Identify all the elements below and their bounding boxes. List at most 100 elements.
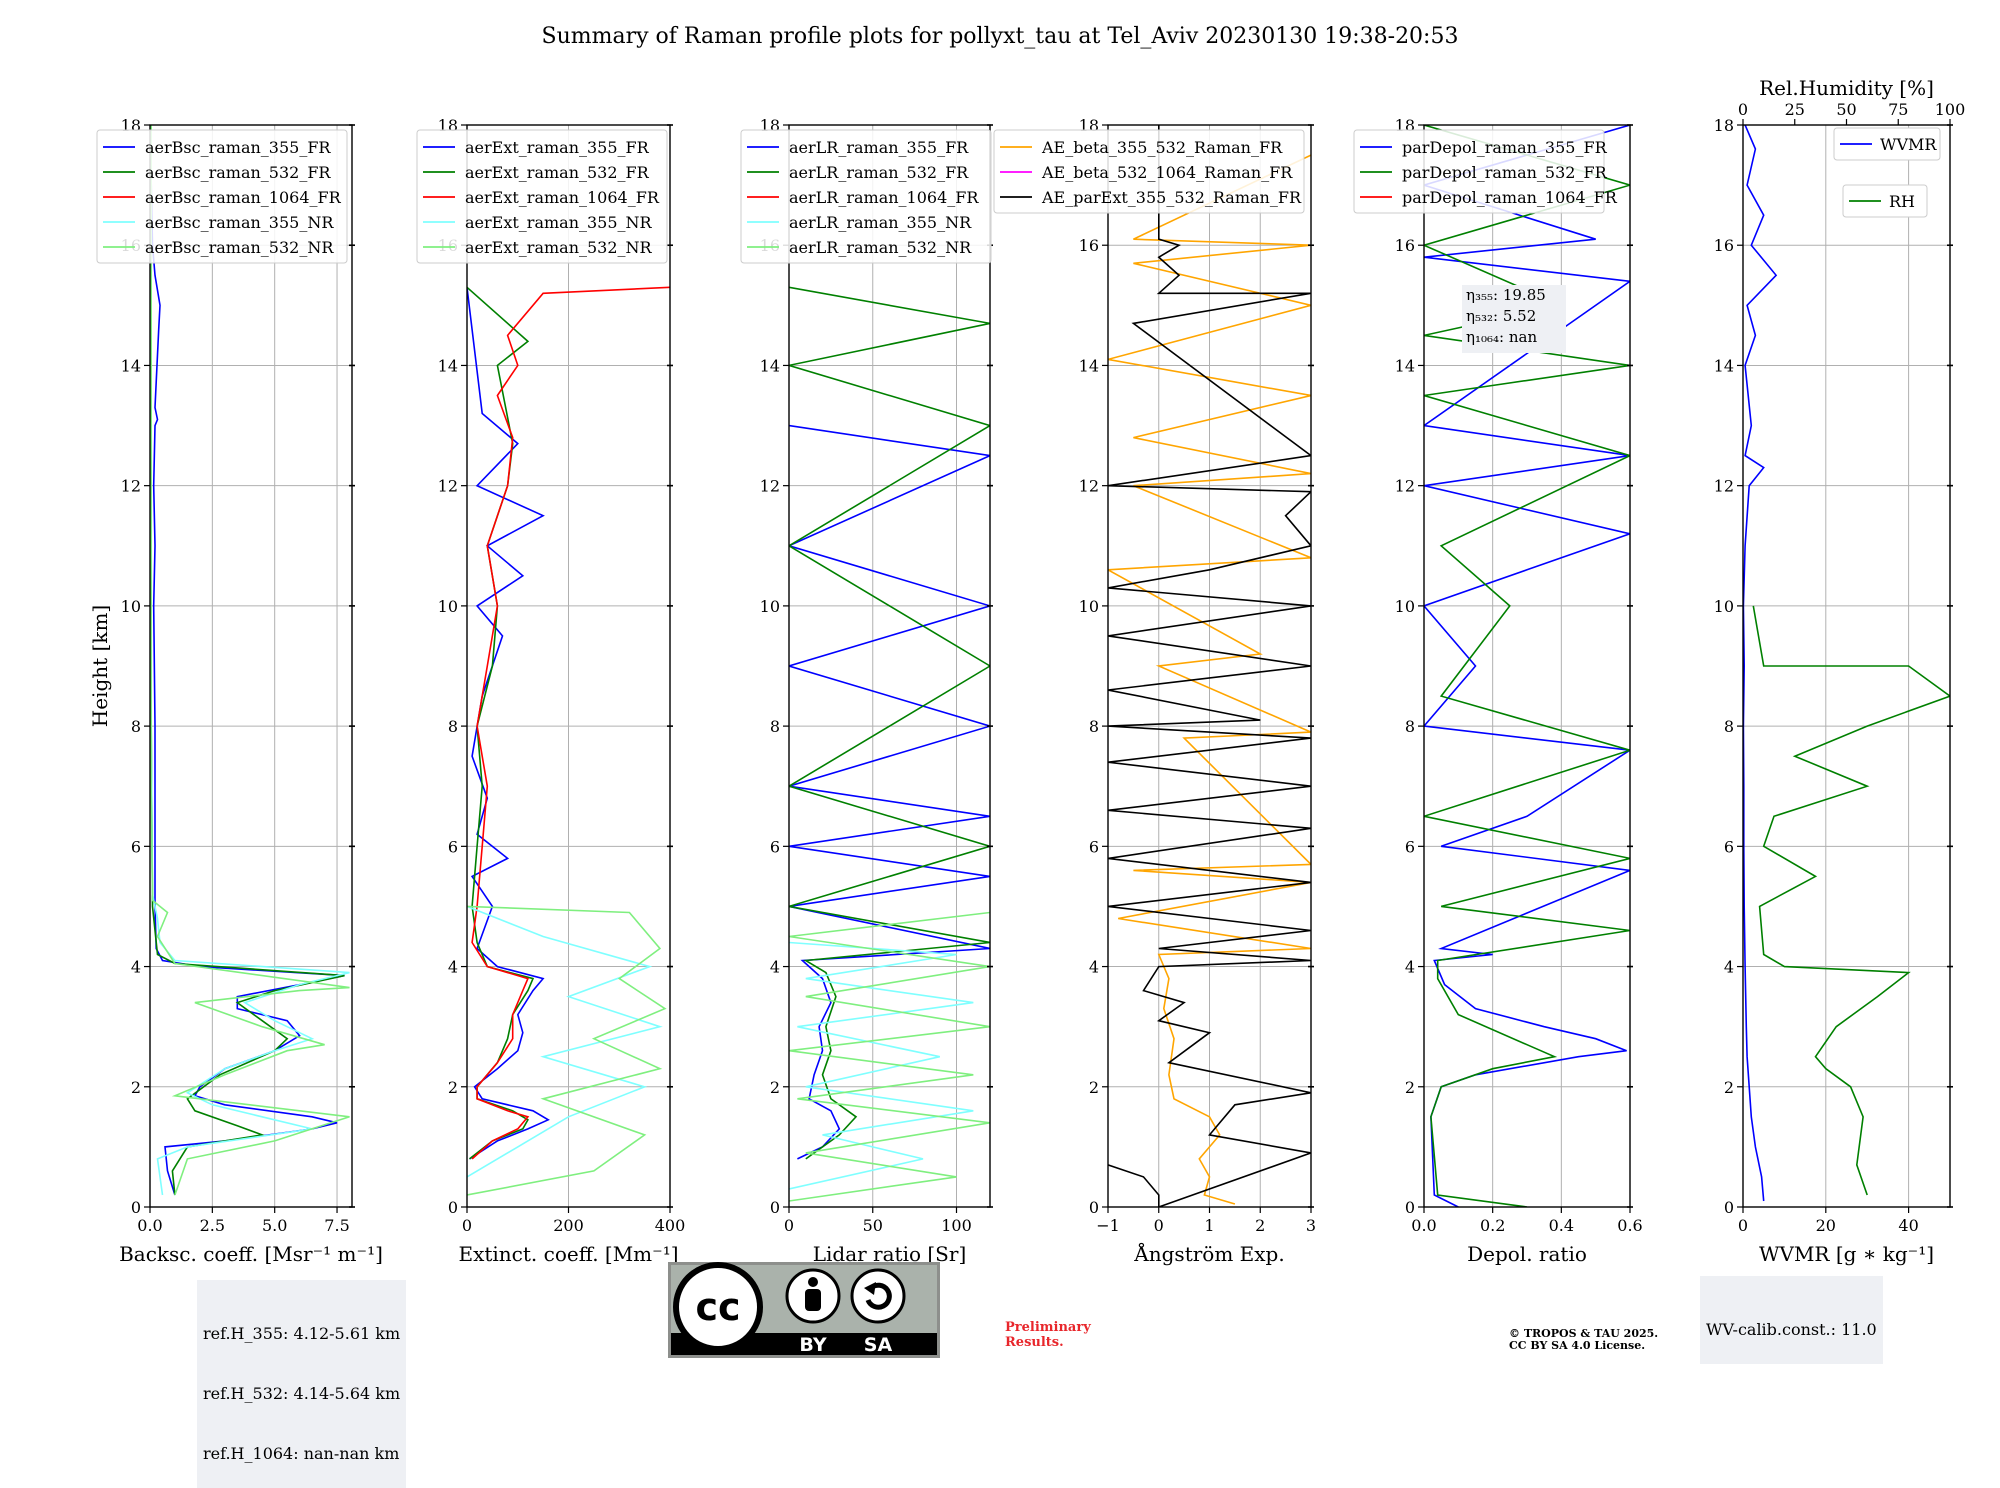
y-tick-label: 14 [438, 356, 458, 375]
legend-label: aerExt_raman_355_NR [465, 213, 653, 232]
series-line-aerLR_raman_355_FR [789, 424, 990, 1160]
reference-height-532: ref.H_532: 4.14-5.64 km [203, 1384, 401, 1403]
wv-calibration-text: WV-calib.const.: 11.0 [1706, 1320, 1877, 1339]
x-tick-label: −1 [1096, 1216, 1120, 1235]
x-tick-label: 2 [1255, 1216, 1265, 1235]
series-group [467, 286, 670, 1196]
panel-2: 0200400024681012141618Extinct. coeff. [M… [416, 116, 685, 1266]
share-alike-icon-arrow [864, 1282, 876, 1295]
series-group [1743, 125, 1950, 1202]
top-x-tick-label: 50 [1836, 100, 1856, 119]
legend-label: aerExt_raman_355_FR [465, 138, 650, 157]
legend: RH [1842, 184, 1928, 218]
annotation-line: η₃₅₅: 19.85 [1466, 286, 1546, 304]
panel-6: 0 20 40 0 2 4 6 8 10 12 14 16 18 WVMR [g ∗ kg⁻¹] 0 25 50… [1714, 76, 1966, 1266]
y-tick-label: 6 [1724, 837, 1734, 856]
badge-label-by: BY [799, 1334, 826, 1356]
legend: aerBsc_raman_355_FR aerBsc_raman_532_FRae… [96, 129, 348, 264]
badge-label-sa: SA [864, 1334, 893, 1356]
series-line-aerLR_raman_532_NR [789, 911, 990, 1202]
x-tick-label: 7.5 [324, 1216, 349, 1235]
annotation-box [1462, 285, 1566, 353]
series-line-RH [1752, 605, 1950, 1196]
y-tick-label: 2 [1089, 1078, 1099, 1097]
x-tick-label: 100 [941, 1216, 972, 1235]
legend: AE_beta_355_532_Raman_FR AE_beta_532_1064… [993, 129, 1305, 214]
legend-label: aerLR_raman_1064_FR [789, 188, 979, 207]
y-tick-label: 12 [438, 477, 458, 496]
x-tick-label: 2.5 [200, 1216, 225, 1235]
x-tick-label: 0 [462, 1216, 472, 1235]
legend-label: aerBsc_raman_355_NR [145, 213, 334, 232]
legend-box [1833, 127, 1941, 161]
series-group [789, 286, 990, 1202]
plot-frame [788, 124, 991, 1208]
legend-label: aerLR_raman_532_NR [789, 238, 972, 257]
series-group [1424, 125, 1630, 1207]
top-x-tick-label: 100 [1935, 100, 1966, 119]
legend: aerLR_raman_355_FR aerLR_raman_532_FR aerL… [740, 129, 992, 264]
y-tick-label: 8 [770, 717, 780, 736]
figure-title: Summary of Raman profile plots for polly… [542, 24, 1459, 49]
series-group [150, 125, 350, 1196]
series-group [1108, 125, 1311, 1207]
y-tick-label: 6 [1089, 837, 1099, 856]
legend-box [1842, 184, 1928, 218]
y-tick-label: 4 [131, 958, 141, 977]
reference-height-355: ref.H_355: 4.12-5.61 km [203, 1324, 401, 1343]
y-tick-label: 4 [448, 958, 458, 977]
x-tick-label: 0.2 [1480, 1216, 1505, 1235]
x-tick-label: 0 [1154, 1216, 1164, 1235]
series-line-aerBsc_raman_532_FR [150, 125, 345, 1196]
x-axis-label: Ångström Exp. [1133, 1241, 1284, 1266]
legend-label: aerExt_raman_1064_FR [465, 188, 660, 207]
legend-label: parDepol_raman_1064_FR [1402, 188, 1618, 207]
legend-label: RH [1889, 192, 1915, 211]
wv-calibration-box: WV-calib.const.: 11.0 [1700, 1276, 1883, 1364]
y-axis-label: Height [km] [88, 605, 112, 727]
y-tick-label: 12 [1079, 477, 1099, 496]
reference-height-box: ref.H_355: 4.12-5.61 km ref.H_532: 4.14-… [197, 1280, 407, 1488]
x-tick-label: 20 [1816, 1216, 1836, 1235]
x-tick-label: 200 [553, 1216, 584, 1235]
y-tick-label: 6 [1405, 837, 1415, 856]
y-tick-label: 2 [1724, 1078, 1734, 1097]
panel-3: 050100024681012141618Lidar ratio [Sr]aer… [740, 116, 993, 1266]
share-alike-icon-arc [865, 1282, 892, 1310]
legend-label: aerBsc_raman_532_NR [145, 238, 334, 257]
y-tick-label: 12 [1714, 477, 1734, 496]
legend-label: parDepol_raman_532_FR [1402, 163, 1608, 182]
y-tick-label: 8 [1724, 717, 1734, 736]
y-tick-label: 14 [1395, 356, 1415, 375]
y-tick-label: 12 [121, 477, 141, 496]
copyright-line-2: CC BY SA 4.0 License. [1509, 1339, 1646, 1352]
legend-label: AE_parExt_355_532_Raman_FR [1041, 188, 1302, 207]
legend-label: AE_beta_355_532_Raman_FR [1041, 138, 1283, 157]
y-tick-label: 2 [448, 1078, 458, 1097]
y-tick-label: 2 [131, 1078, 141, 1097]
y-tick-label: 14 [1714, 356, 1734, 375]
legend-label: parDepol_raman_355_FR [1402, 138, 1608, 157]
top-x-tick-label: 0 [1738, 100, 1748, 119]
y-tick-label: 10 [1079, 597, 1099, 616]
cc-icon [673, 1262, 763, 1352]
series-line-AE_parExt_355_532_Raman_FR [1108, 125, 1311, 1207]
copyright-note: © TROPOS & TAU 2025. CC BY SA 4.0 Licens… [1509, 1328, 1658, 1352]
x-tick-label: 40 [1898, 1216, 1918, 1235]
x-tick-label: 0.0 [137, 1216, 162, 1235]
y-tick-label: 2 [770, 1078, 780, 1097]
y-tick-label: 10 [121, 597, 141, 616]
legend-label: aerBsc_raman_532_FR [145, 163, 331, 182]
y-tick-label: 4 [1405, 958, 1415, 977]
y-tick-label: 10 [1395, 597, 1415, 616]
legend-label: aerExt_raman_532_NR [465, 238, 653, 257]
preliminary-note: Preliminary Results. [1005, 1320, 1091, 1350]
legend-label: aerBsc_raman_355_FR [145, 138, 331, 157]
series-line-aerBsc_raman_532_NR [150, 125, 350, 1196]
y-tick-label: 0 [770, 1198, 780, 1217]
y-tick-label: 16 [1714, 236, 1734, 255]
figure-canvas: Summary of Raman profile plots for polly… [88, 24, 1966, 1358]
legend-label: AE_beta_532_1064_Raman_FR [1041, 163, 1293, 182]
